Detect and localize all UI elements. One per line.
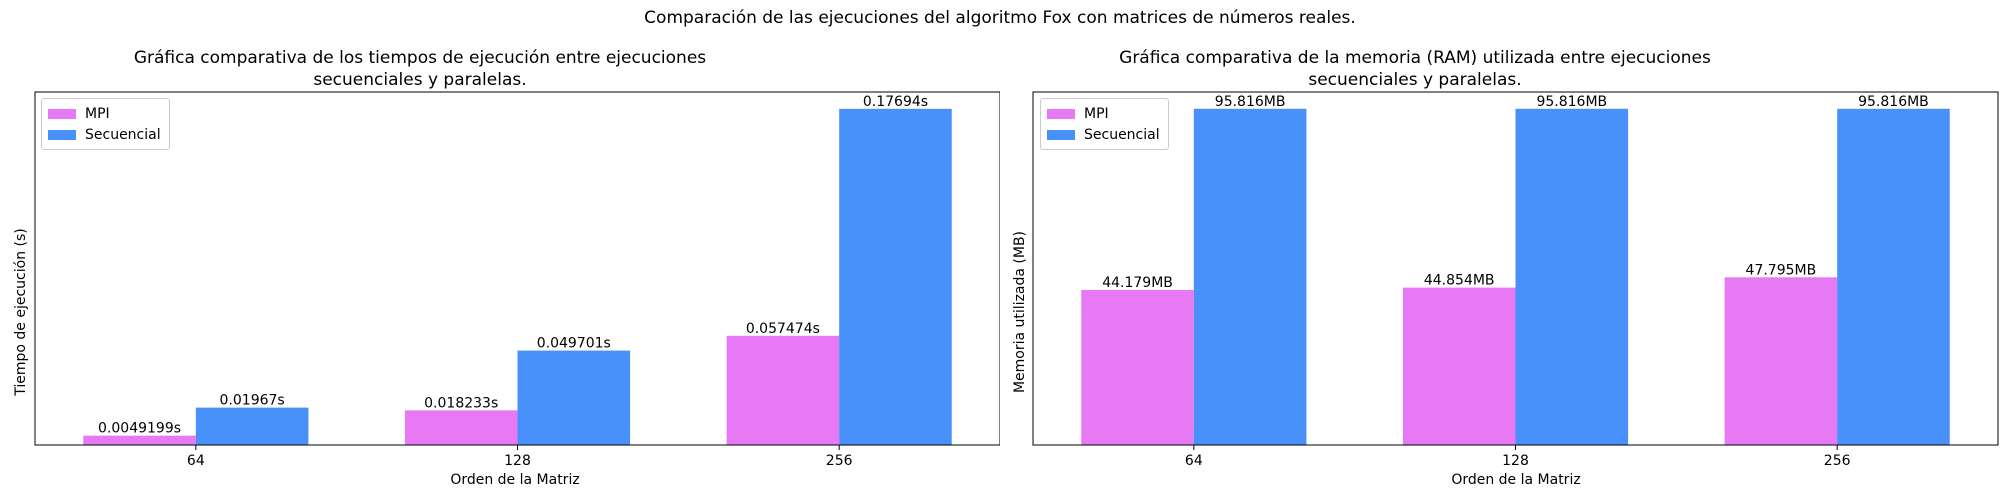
bar-mpi-64	[83, 435, 196, 445]
bar-mpi-256	[1724, 277, 1838, 445]
legend-label-secuencial: Secuencial	[1084, 126, 1160, 143]
bar-mpi-64	[1081, 289, 1194, 445]
data-label-secuencial-128: 95.816MB	[1536, 94, 1607, 110]
bar-mpi-256	[726, 335, 840, 445]
data-label-secuencial-64: 95.816MB	[1215, 94, 1286, 110]
bar-secuencial-128	[517, 350, 631, 445]
legend-item-mpi: MPI	[48, 103, 161, 124]
data-label-secuencial-256: 0.17694s	[863, 94, 928, 110]
data-label-mpi-128: 44.854MB	[1424, 273, 1495, 289]
x-tick-label-64: 64	[1185, 453, 1203, 469]
memory-chart-legend: MPI Secuencial	[1040, 98, 1169, 150]
data-label-secuencial-64: 0.01967s	[220, 393, 285, 409]
data-label-mpi-256: 47.795MB	[1746, 262, 1817, 278]
legend-swatch-secuencial	[1047, 129, 1075, 140]
bar-secuencial-64	[195, 407, 309, 445]
bar-secuencial-64	[1193, 108, 1307, 445]
legend-swatch-secuencial	[48, 129, 76, 140]
legend-item-secuencial: Secuencial	[1047, 124, 1160, 145]
legend-item-mpi: MPI	[1047, 103, 1160, 124]
bar-secuencial-256	[1837, 108, 1950, 445]
data-label-mpi-256: 0.057474s	[746, 321, 820, 337]
memory-chart-ylabel: Memoria utilizada (MB)	[1012, 230, 1028, 394]
x-tick-label-256: 256	[1824, 453, 1851, 469]
legend-label-mpi: MPI	[1084, 105, 1109, 122]
time-chart-legend: MPI Secuencial	[41, 98, 170, 150]
memory-chart-xlabel: Orden de la Matriz	[1451, 472, 1581, 488]
legend-swatch-mpi	[48, 108, 76, 119]
bar-secuencial-128	[1515, 108, 1629, 445]
bar-secuencial-256	[839, 108, 952, 446]
bar-mpi-128	[1402, 287, 1516, 445]
time-chart-xlabel: Orden de la Matriz	[450, 472, 580, 488]
data-label-mpi-64: 44.179MB	[1102, 275, 1173, 291]
figure-suptitle: Comparación de las ejecuciones del algor…	[644, 8, 1356, 28]
x-tick-label-256: 256	[826, 453, 853, 469]
time-chart: 0.0049199s 0.018233s 0.057474s 0.01967s 0.04…	[0, 45, 1000, 500]
time-chart-ylabel: Tiempo de ejecución (s)	[13, 228, 29, 396]
memory-chart-plot: 44.179MB 44.854MB 47.795MB 95.816MB 95.816MB…	[1032, 91, 1999, 469]
time-chart-title: Gráfica comparativa de los tiempos de ej…	[133, 48, 707, 90]
data-label-mpi-64: 0.0049199s	[98, 421, 181, 437]
legend-swatch-mpi	[1047, 108, 1075, 119]
memory-chart-title: Gráfica comparativa de la memoria (RAM) …	[1119, 48, 1711, 90]
x-tick-label-128: 128	[504, 453, 531, 469]
legend-label-secuencial: Secuencial	[85, 126, 161, 143]
legend-label-mpi: MPI	[85, 105, 110, 122]
bar-mpi-128	[404, 410, 518, 445]
data-label-secuencial-256: 95.816MB	[1858, 94, 1929, 110]
time-chart-plot: 0.0049199s 0.018233s 0.057474s 0.01967s 0.04…	[34, 91, 1000, 469]
x-tick-label-128: 128	[1502, 453, 1529, 469]
data-label-mpi-128: 0.018233s	[424, 395, 498, 411]
data-label-secuencial-128: 0.049701s	[537, 336, 611, 352]
legend-item-secuencial: Secuencial	[48, 124, 161, 145]
memory-chart: 44.179MB 44.854MB 47.795MB 95.816MB 95.816MB…	[1000, 45, 2000, 500]
x-tick-label-64: 64	[187, 453, 205, 469]
